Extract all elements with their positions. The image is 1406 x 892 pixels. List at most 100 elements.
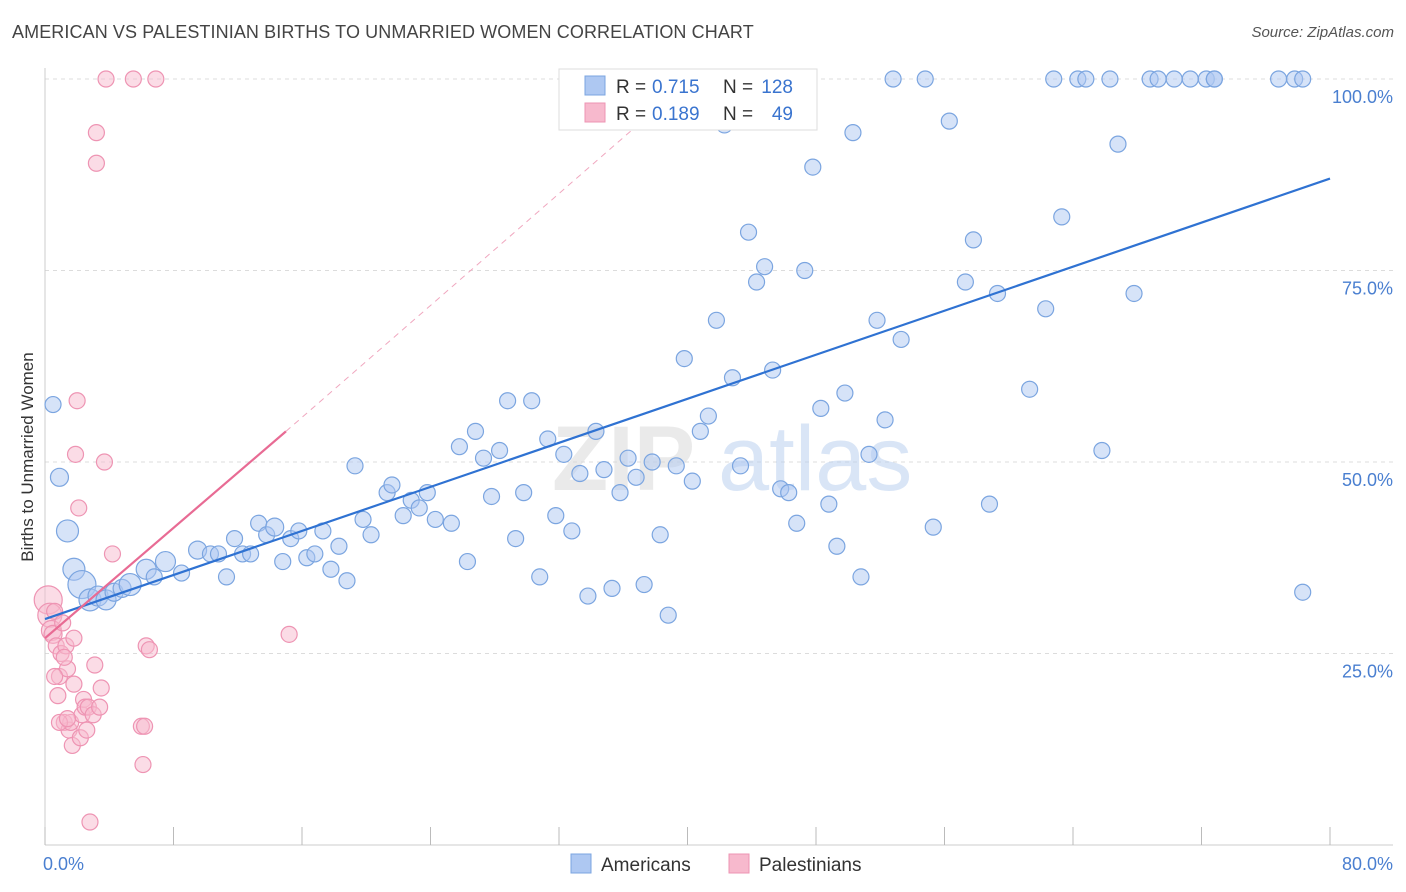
palestinians-point-27 bbox=[81, 813, 99, 831]
palestinians-point-35 bbox=[97, 70, 115, 88]
americans-point-62 bbox=[587, 422, 605, 440]
palestinians-point-40 bbox=[135, 717, 154, 735]
americans-point-116 bbox=[1109, 135, 1127, 153]
chart-title: AMERICAN VS PALESTINIAN BIRTHS TO UNMARR… bbox=[12, 22, 754, 42]
americans-point-46 bbox=[458, 552, 477, 571]
trend-lines bbox=[44, 109, 1331, 640]
americans-point-114 bbox=[1093, 441, 1111, 460]
legend-label-palestinians: Palestinians bbox=[759, 855, 861, 876]
palestinians-trend-extension bbox=[285, 109, 656, 432]
americans-point-52 bbox=[507, 529, 525, 548]
americans-point-119 bbox=[1149, 70, 1167, 88]
americans-point-124 bbox=[1205, 70, 1223, 88]
stats-n-label-palestinians: N = bbox=[723, 104, 753, 125]
americans-point-80 bbox=[731, 457, 750, 475]
palestinians-point-42 bbox=[140, 641, 159, 659]
americans-point-38 bbox=[383, 476, 401, 494]
americans-point-59 bbox=[563, 522, 581, 540]
americans-point-117 bbox=[1125, 284, 1143, 303]
americans-point-77 bbox=[707, 311, 726, 329]
americans-point-61 bbox=[579, 587, 597, 605]
y-tick-label-2: 50.0% bbox=[1342, 470, 1393, 490]
stats-n-label-americans: N = bbox=[723, 77, 753, 98]
palestinians-point-46 bbox=[55, 648, 73, 666]
americans-point-69 bbox=[643, 453, 661, 471]
y-tick-label-3: 25.0% bbox=[1342, 662, 1393, 682]
americans-point-48 bbox=[474, 449, 493, 467]
americans-point-70 bbox=[651, 526, 669, 544]
stats-r-value-palestinians: 0.189 bbox=[652, 104, 700, 125]
americans-point-75 bbox=[691, 422, 709, 440]
americans-point-128 bbox=[1294, 70, 1312, 88]
americans-point-98 bbox=[876, 411, 894, 429]
americans-point-110 bbox=[1045, 70, 1063, 88]
americans-point-83 bbox=[755, 258, 774, 276]
americans-point-81 bbox=[739, 223, 758, 241]
americans-point-108 bbox=[1021, 380, 1039, 398]
series-legend: Americans Palestinians bbox=[570, 853, 861, 876]
americans-point-36 bbox=[362, 526, 380, 544]
americans-point-104 bbox=[956, 273, 974, 291]
source-label: Source: ZipAtlas.com bbox=[1251, 24, 1394, 41]
americans-point-88 bbox=[796, 261, 814, 280]
americans-point-13 bbox=[154, 550, 177, 573]
stats-r-label-palestinians: R = bbox=[616, 104, 646, 125]
americans-point-93 bbox=[836, 384, 854, 402]
x-tick-label-min: 0.0% bbox=[43, 854, 84, 874]
americans-point-102 bbox=[924, 518, 942, 536]
americans-point-100 bbox=[892, 330, 910, 349]
americans-point-125 bbox=[1269, 70, 1288, 88]
americans-point-29 bbox=[306, 545, 324, 563]
y-axis-label: Births to Unmarried Women bbox=[18, 352, 37, 561]
americans-point-35 bbox=[354, 510, 372, 529]
americans-point-10 bbox=[118, 572, 142, 597]
palestinians-point-32 bbox=[91, 698, 109, 716]
palestinians-point-33 bbox=[92, 679, 110, 697]
americans-point-97 bbox=[868, 311, 886, 329]
palestinians-point-25 bbox=[78, 721, 96, 739]
palestinians-point-17 bbox=[65, 629, 83, 647]
americans-points bbox=[44, 70, 1312, 624]
palestinians-point-31 bbox=[87, 124, 106, 142]
americans-point-34 bbox=[346, 457, 364, 475]
stats-swatch-americans bbox=[584, 75, 606, 96]
americans-point-120 bbox=[1165, 70, 1183, 88]
americans-point-32 bbox=[330, 537, 348, 555]
americans-point-115 bbox=[1101, 70, 1119, 88]
palestinians-point-18 bbox=[66, 445, 85, 463]
americans-point-99 bbox=[884, 70, 902, 88]
palestinians-point-36 bbox=[103, 545, 122, 563]
americans-point-73 bbox=[675, 349, 693, 368]
americans-point-53 bbox=[515, 484, 533, 502]
americans-point-76 bbox=[699, 407, 717, 425]
americans-point-25 bbox=[274, 552, 292, 571]
americans-point-2 bbox=[55, 519, 80, 543]
americans-point-95 bbox=[852, 568, 870, 586]
americans-point-101 bbox=[916, 70, 934, 88]
americans-point-92 bbox=[828, 537, 846, 555]
palestinians-points bbox=[33, 70, 298, 831]
stats-swatch-palestinians bbox=[584, 102, 606, 123]
americans-point-91 bbox=[820, 495, 838, 513]
americans-point-66 bbox=[619, 449, 637, 467]
palestinians-point-16 bbox=[65, 675, 83, 693]
y-tick-labels: 100.0% 75.0% 50.0% 25.0% bbox=[1332, 87, 1393, 682]
palestinians-trend-line bbox=[44, 430, 287, 640]
palestinians-point-19 bbox=[68, 392, 86, 410]
x-tick-label-max: 80.0% bbox=[1342, 854, 1393, 874]
americans-point-113 bbox=[1077, 70, 1095, 88]
americans-point-58 bbox=[555, 445, 573, 463]
palestinians-point-30 bbox=[87, 154, 106, 172]
americans-point-41 bbox=[410, 499, 428, 517]
americans-point-94 bbox=[844, 124, 862, 142]
americans-point-105 bbox=[964, 231, 983, 249]
legend-swatch-americans bbox=[570, 853, 592, 874]
legend-label-americans: Americans bbox=[601, 855, 691, 876]
stats-n-value-palestinians: 49 bbox=[772, 104, 793, 125]
americans-point-65 bbox=[611, 484, 629, 502]
americans-point-51 bbox=[499, 392, 517, 410]
palestinians-point-20 bbox=[70, 499, 88, 517]
axes bbox=[44, 68, 1393, 846]
americans-point-96 bbox=[860, 445, 878, 463]
